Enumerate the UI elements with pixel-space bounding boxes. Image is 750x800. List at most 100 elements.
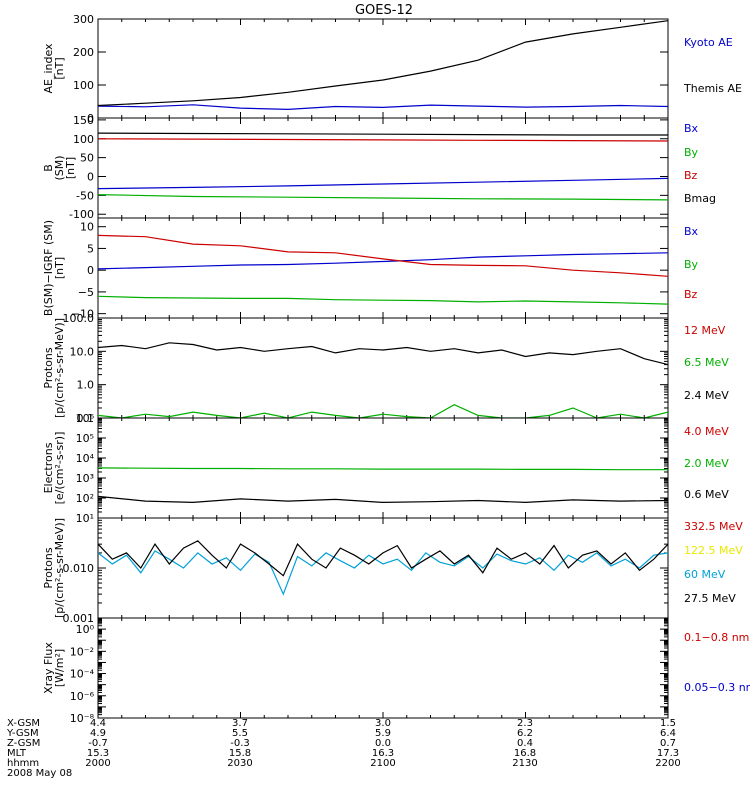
y-axis-label-line: Electrons (42, 442, 55, 493)
y-tick-label: 10⁰ (76, 623, 95, 636)
y-axis-label-line: AE_index (42, 43, 55, 94)
y-axis-label: B(SM)[nT] (42, 155, 77, 180)
legend-12-mev: 12 MeV (684, 324, 726, 337)
series-line-6-5-mev (98, 404, 668, 418)
legend-2-4-mev: 2.4 MeV (684, 389, 729, 402)
x-axis-row-value: 3.7 (232, 718, 248, 729)
y-axis-label-line: B(SM)−IGRF (SM) (42, 220, 55, 316)
panel-frame (97, 317, 669, 419)
y-tick-label: 0 (87, 264, 94, 277)
legend-bz: Bz (684, 169, 698, 182)
series-line-0-6-mev (98, 495, 668, 504)
legend-4-0-mev: 4.0 MeV (684, 425, 729, 438)
legend-0-6-mev: 0.6 MeV (684, 488, 729, 501)
panel-frame (97, 617, 669, 719)
legend-themis-ae: Themis AE (683, 82, 742, 95)
y-axis-label-line: [p/(cm²-s-sr-MeV)] (53, 318, 66, 418)
x-axis-row-value: 2030 (227, 758, 252, 769)
x-axis-row-value: 5.9 (375, 728, 391, 739)
y-tick-label: 100 (73, 79, 94, 92)
x-axis-row-label: hhmm (7, 758, 39, 769)
series-line-2-4-mev (98, 342, 668, 366)
x-axis-row-value: 15.8 (229, 748, 251, 759)
y-axis-label-line: Protons (42, 347, 55, 388)
y-axis-label-line: B (42, 164, 55, 172)
y-axis-label-line: [nT] (53, 57, 66, 79)
y-axis-label-line: [nT] (53, 257, 66, 279)
series-line-kyoto-ae (98, 104, 668, 111)
date-label: 2008 May 08 (7, 768, 72, 779)
y-tick-label: 10.0 (70, 345, 95, 358)
panel-frame (97, 217, 669, 319)
series-line-2-0-mev (98, 467, 668, 471)
panel-4: 0.11.010.0100.0Protons[p/(cm²-s-sr-MeV)]… (42, 312, 729, 425)
legend-bx: Bx (684, 122, 699, 135)
series-line-themis-ae (98, 20, 668, 107)
x-axis-row-value: 2200 (655, 758, 680, 769)
x-axis-row-value: 0.7 (660, 738, 676, 749)
y-tick-label: 50 (80, 152, 94, 165)
y-axis-label: Protons[p/(cm²-s-sr-MeV)] (42, 518, 66, 618)
x-axis-row-label: X-GSM (7, 718, 40, 729)
y-tick-label: 10 (80, 221, 94, 234)
legend-bx: Bx (684, 225, 699, 238)
figure-title: GOES-12 (355, 3, 413, 18)
legend-bmag: Bmag (684, 192, 716, 205)
y-axis-label: AE_index[nT] (42, 43, 66, 94)
y-tick-label: 10⁻⁶ (70, 690, 95, 703)
y-tick-label: 10⁻⁸ (70, 712, 95, 725)
x-axis-row-value: 5.5 (232, 728, 248, 739)
x-axis-row-value: 3.0 (375, 718, 391, 729)
y-tick-label: 5 (87, 242, 94, 255)
y-tick-label: 10⁵ (76, 432, 94, 445)
x-axis-row-label: Y-GSM (6, 728, 39, 739)
y-tick-label: 10² (76, 492, 94, 505)
y-axis-label-line: Xray Flux (42, 642, 55, 694)
legend-60-mev: 60 MeV (684, 568, 726, 581)
x-axis-row-value: 4.9 (90, 728, 106, 739)
y-axis-label-line: [nT] (64, 157, 77, 179)
x-axis-row-value: 2100 (370, 758, 395, 769)
y-tick-label: 10⁻⁴ (70, 668, 95, 681)
y-axis-label-line: Protons (42, 547, 55, 588)
x-axis-row-value: 16.3 (372, 748, 394, 759)
legend-0-1-0-8-nm: 0.1−0.8 nm (684, 631, 749, 644)
x-axis-row-value: 2.3 (517, 718, 533, 729)
y-tick-label: 10⁴ (76, 452, 95, 465)
series-line-bx (98, 252, 668, 270)
legend-bz: Bz (684, 288, 698, 301)
x-axis-row-value: 15.3 (87, 748, 109, 759)
y-tick-label: 0.010 (63, 562, 95, 575)
legend-2-0-mev: 2.0 MeV (684, 457, 729, 470)
legend-by: By (684, 146, 699, 159)
x-axis-row-value: 1.5 (660, 718, 676, 729)
y-axis-label-line: (SM) (53, 155, 66, 180)
y-tick-label: 0.1 (77, 412, 95, 425)
y-axis-label: Electrons[e/(cm²-s-sr)] (42, 432, 66, 505)
y-tick-label: 150 (73, 114, 94, 127)
x-axis-row-value: 17.3 (657, 748, 679, 759)
x-axis-annotation: X-GSM 4.4 3.7 3.0 2.3 1.5 Y-GSM 4.9 5.5 5.9 6.2 6.4… (6, 718, 681, 779)
legend-kyoto-ae: Kyoto AE (684, 36, 733, 49)
series-line-bz (98, 138, 668, 142)
legend-332-5-mev: 332.5 MeV (684, 520, 743, 533)
y-tick-label: 300 (73, 13, 94, 26)
y-tick-label: 200 (73, 46, 94, 59)
x-axis-row-label: Z-GSM (7, 738, 40, 749)
series-line-27-5-mev (98, 540, 668, 577)
y-tick-label: −10 (71, 308, 94, 321)
legend-by: By (684, 258, 699, 271)
series-line-60-mev (98, 550, 668, 596)
legend-27-5-mev: 27.5 MeV (684, 592, 736, 605)
y-tick-label: 0.001 (63, 612, 95, 625)
y-tick-label: 1.0 (77, 379, 95, 392)
y-axis-label-line: [e/(cm²-s-sr)] (53, 432, 66, 505)
x-axis-row-value: 0.0 (375, 738, 391, 749)
x-axis-row-value: -0.3 (230, 738, 250, 749)
legend-0-05-0-3-nr: 0.05−0.3 nr (684, 681, 750, 694)
panel-3: −10 −5 0 5 10 B(SM)−IGRF (SM)[nT] Bx By Bz (42, 217, 699, 321)
y-tick-label: −5 (78, 286, 94, 299)
